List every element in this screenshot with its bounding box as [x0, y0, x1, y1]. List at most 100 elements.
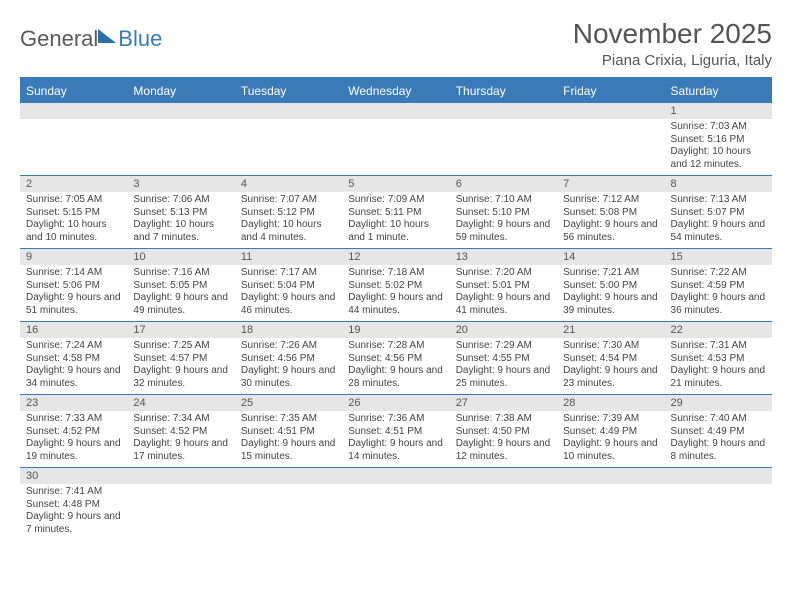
calendar-day: 7Sunrise: 7:12 AMSunset: 5:08 PMDaylight… [557, 176, 664, 249]
day-number: 10 [127, 249, 234, 265]
day-number: 18 [235, 322, 342, 338]
calendar-week: 16Sunrise: 7:24 AMSunset: 4:58 PMDayligh… [20, 322, 772, 395]
calendar-week: 2Sunrise: 7:05 AMSunset: 5:15 PMDaylight… [20, 176, 772, 249]
day-data: Sunrise: 7:21 AMSunset: 5:00 PMDaylight:… [557, 265, 664, 321]
calendar-day: 6Sunrise: 7:10 AMSunset: 5:10 PMDaylight… [450, 176, 557, 249]
day-number: 19 [342, 322, 449, 338]
calendar-week: 30Sunrise: 7:41 AMSunset: 4:48 PMDayligh… [20, 468, 772, 541]
day-number [557, 468, 664, 484]
day-data: Sunrise: 7:18 AMSunset: 5:02 PMDaylight:… [342, 265, 449, 321]
calendar-day: 16Sunrise: 7:24 AMSunset: 4:58 PMDayligh… [20, 322, 127, 395]
calendar-day: 21Sunrise: 7:30 AMSunset: 4:54 PMDayligh… [557, 322, 664, 395]
calendar-day: 15Sunrise: 7:22 AMSunset: 4:59 PMDayligh… [665, 249, 772, 322]
calendar-day: 28Sunrise: 7:39 AMSunset: 4:49 PMDayligh… [557, 395, 664, 468]
header: General Blue November 2025 Piana Crixia,… [20, 18, 772, 69]
calendar-day [127, 468, 234, 541]
calendar-day: 4Sunrise: 7:07 AMSunset: 5:12 PMDaylight… [235, 176, 342, 249]
day-data: Sunrise: 7:12 AMSunset: 5:08 PMDaylight:… [557, 192, 664, 248]
calendar-day: 12Sunrise: 7:18 AMSunset: 5:02 PMDayligh… [342, 249, 449, 322]
day-data: Sunrise: 7:36 AMSunset: 4:51 PMDaylight:… [342, 411, 449, 467]
day-data: Sunrise: 7:06 AMSunset: 5:13 PMDaylight:… [127, 192, 234, 248]
day-number: 3 [127, 176, 234, 192]
day-data: Sunrise: 7:14 AMSunset: 5:06 PMDaylight:… [20, 265, 127, 321]
calendar-day: 23Sunrise: 7:33 AMSunset: 4:52 PMDayligh… [20, 395, 127, 468]
day-data: Sunrise: 7:31 AMSunset: 4:53 PMDaylight:… [665, 338, 772, 394]
day-number: 26 [342, 395, 449, 411]
day-number: 17 [127, 322, 234, 338]
day-number [127, 103, 234, 119]
calendar-day [557, 103, 664, 176]
day-data: Sunrise: 7:07 AMSunset: 5:12 PMDaylight:… [235, 192, 342, 248]
calendar-day: 11Sunrise: 7:17 AMSunset: 5:04 PMDayligh… [235, 249, 342, 322]
day-header: Wednesday [342, 79, 449, 103]
day-data: Sunrise: 7:38 AMSunset: 4:50 PMDaylight:… [450, 411, 557, 467]
calendar-day: 30Sunrise: 7:41 AMSunset: 4:48 PMDayligh… [20, 468, 127, 541]
calendar-day: 10Sunrise: 7:16 AMSunset: 5:05 PMDayligh… [127, 249, 234, 322]
day-data: Sunrise: 7:40 AMSunset: 4:49 PMDaylight:… [665, 411, 772, 467]
calendar-day [235, 468, 342, 541]
day-number: 30 [20, 468, 127, 484]
day-header-row: SundayMondayTuesdayWednesdayThursdayFrid… [20, 79, 772, 103]
day-number [127, 468, 234, 484]
calendar-day: 24Sunrise: 7:34 AMSunset: 4:52 PMDayligh… [127, 395, 234, 468]
day-number: 14 [557, 249, 664, 265]
day-number: 6 [450, 176, 557, 192]
calendar-day: 27Sunrise: 7:38 AMSunset: 4:50 PMDayligh… [450, 395, 557, 468]
day-header: Sunday [20, 79, 127, 103]
day-data: Sunrise: 7:24 AMSunset: 4:58 PMDaylight:… [20, 338, 127, 394]
day-number: 27 [450, 395, 557, 411]
day-number: 23 [20, 395, 127, 411]
day-number [20, 103, 127, 119]
calendar-day [235, 103, 342, 176]
day-data: Sunrise: 7:39 AMSunset: 4:49 PMDaylight:… [557, 411, 664, 467]
day-data: Sunrise: 7:41 AMSunset: 4:48 PMDaylight:… [20, 484, 127, 540]
day-number: 2 [20, 176, 127, 192]
day-data: Sunrise: 7:20 AMSunset: 5:01 PMDaylight:… [450, 265, 557, 321]
calendar-day: 20Sunrise: 7:29 AMSunset: 4:55 PMDayligh… [450, 322, 557, 395]
day-number: 4 [235, 176, 342, 192]
calendar-day [20, 103, 127, 176]
day-number [235, 468, 342, 484]
day-number: 9 [20, 249, 127, 265]
logo-text-blue: Blue [118, 26, 162, 52]
day-data: Sunrise: 7:28 AMSunset: 4:56 PMDaylight:… [342, 338, 449, 394]
calendar-day [557, 468, 664, 541]
calendar-day: 1Sunrise: 7:03 AMSunset: 5:16 PMDaylight… [665, 103, 772, 176]
day-number: 7 [557, 176, 664, 192]
day-number: 13 [450, 249, 557, 265]
day-header: Thursday [450, 79, 557, 103]
calendar-day [342, 468, 449, 541]
day-number: 11 [235, 249, 342, 265]
calendar-day: 17Sunrise: 7:25 AMSunset: 4:57 PMDayligh… [127, 322, 234, 395]
day-data: Sunrise: 7:25 AMSunset: 4:57 PMDaylight:… [127, 338, 234, 394]
logo: General Blue [20, 26, 162, 52]
day-number [557, 103, 664, 119]
day-number [342, 103, 449, 119]
logo-text-general: General [20, 26, 98, 52]
calendar-day: 8Sunrise: 7:13 AMSunset: 5:07 PMDaylight… [665, 176, 772, 249]
day-header: Saturday [665, 79, 772, 103]
day-data: Sunrise: 7:34 AMSunset: 4:52 PMDaylight:… [127, 411, 234, 467]
day-number: 12 [342, 249, 449, 265]
day-data: Sunrise: 7:13 AMSunset: 5:07 PMDaylight:… [665, 192, 772, 248]
calendar-day [665, 468, 772, 541]
day-data: Sunrise: 7:17 AMSunset: 5:04 PMDaylight:… [235, 265, 342, 321]
day-data: Sunrise: 7:22 AMSunset: 4:59 PMDaylight:… [665, 265, 772, 321]
day-number: 15 [665, 249, 772, 265]
calendar-day: 29Sunrise: 7:40 AMSunset: 4:49 PMDayligh… [665, 395, 772, 468]
day-data: Sunrise: 7:09 AMSunset: 5:11 PMDaylight:… [342, 192, 449, 248]
day-data: Sunrise: 7:29 AMSunset: 4:55 PMDaylight:… [450, 338, 557, 394]
calendar-day: 25Sunrise: 7:35 AMSunset: 4:51 PMDayligh… [235, 395, 342, 468]
month-title: November 2025 [573, 18, 772, 50]
day-number [235, 103, 342, 119]
day-number [450, 468, 557, 484]
calendar-day: 26Sunrise: 7:36 AMSunset: 4:51 PMDayligh… [342, 395, 449, 468]
day-data: Sunrise: 7:33 AMSunset: 4:52 PMDaylight:… [20, 411, 127, 467]
calendar-day [450, 468, 557, 541]
day-number [450, 103, 557, 119]
title-block: November 2025 Piana Crixia, Liguria, Ita… [573, 18, 772, 69]
day-number: 16 [20, 322, 127, 338]
day-data: Sunrise: 7:16 AMSunset: 5:05 PMDaylight:… [127, 265, 234, 321]
day-number: 22 [665, 322, 772, 338]
day-data: Sunrise: 7:26 AMSunset: 4:56 PMDaylight:… [235, 338, 342, 394]
